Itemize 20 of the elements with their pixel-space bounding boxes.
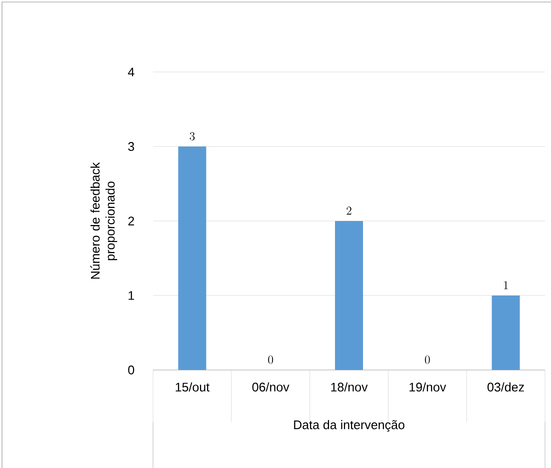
data-label: 2 — [346, 206, 352, 215]
data-label: 0 — [268, 356, 274, 364]
x-tick-label: 06/nov — [252, 382, 290, 392]
y-tick-label: 3 — [128, 142, 134, 151]
y-tick-label: 2 — [128, 216, 134, 226]
x-tick-label: 03/dez — [488, 382, 524, 392]
y-tick-label: 0 — [128, 366, 134, 374]
data-label: 0 — [424, 356, 430, 364]
y-axis-title: Número de feedback proporcionado — [90, 162, 118, 279]
data-label: 3 — [190, 132, 195, 140]
x-axis-title: Data da intervenção — [294, 420, 404, 432]
y-tick-label: 4 — [128, 68, 134, 76]
bar — [178, 146, 206, 370]
bar — [492, 295, 520, 370]
x-tick-label: 18/nov — [331, 382, 368, 392]
x-tick-label: 19/nov — [410, 382, 446, 392]
bar — [335, 220, 364, 370]
y-tick-label: 1 — [128, 291, 134, 300]
data-label: 1 — [504, 281, 508, 290]
x-tick-label: 15/out — [176, 382, 210, 392]
